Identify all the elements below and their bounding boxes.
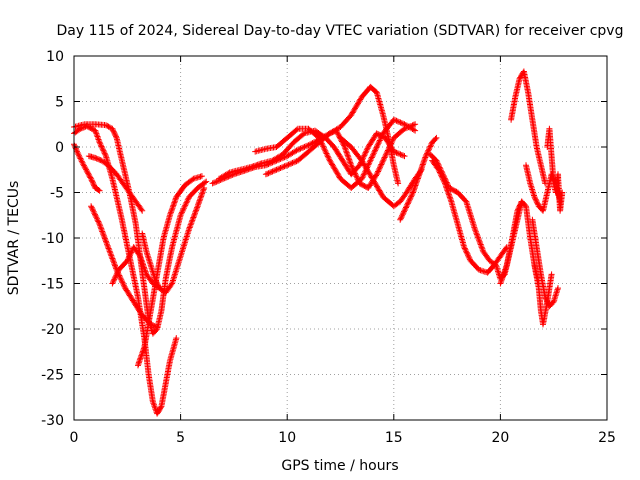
series-track-18 (508, 68, 549, 187)
series-track-4 (85, 153, 146, 214)
x-axis-label: GPS time / hours (281, 458, 398, 474)
y-tick-label: -5 (50, 186, 64, 202)
y-tick-label: 10 (46, 49, 64, 65)
series-markers (88, 203, 161, 331)
x-tick-label: 5 (176, 430, 185, 446)
series-markers (135, 173, 205, 369)
series-track-20 (531, 262, 555, 328)
data-points (71, 68, 566, 417)
series-track-22 (544, 125, 566, 214)
x-tick-label: 0 (70, 430, 79, 446)
series-track-7 (139, 185, 208, 296)
series-track-11 (262, 121, 419, 191)
y-tick-label: -10 (41, 231, 64, 247)
series-markers (109, 244, 163, 292)
y-tick-label: 5 (55, 95, 64, 111)
y-axis-label: SDTVAR / TECUs (6, 181, 22, 296)
series-markers (508, 68, 549, 187)
grid-lines (74, 56, 607, 420)
x-tick-label: 25 (598, 430, 616, 446)
y-tick-label: -25 (41, 368, 64, 384)
series-markers (139, 185, 208, 296)
x-tick-label: 15 (385, 430, 403, 446)
series-track-6 (109, 244, 163, 292)
series-track-5 (88, 203, 161, 331)
x-tick-label: 10 (278, 430, 296, 446)
chart-title: Day 115 of 2024, Sidereal Day-to-day VTE… (57, 23, 624, 39)
series-track-8 (135, 173, 205, 369)
y-axis: -30 -25 -20 -15 -10 -5 0 5 10 (41, 49, 607, 429)
x-axis: 0 5 10 15 20 25 (70, 56, 616, 446)
y-tick-label: -20 (41, 322, 64, 338)
y-tick-label: -15 (41, 277, 64, 293)
x-tick-label: 20 (491, 430, 509, 446)
series-track-13 (337, 134, 425, 210)
y-tick-label: -30 (41, 413, 64, 429)
y-tick-label: 0 (55, 140, 64, 156)
series-track-14 (397, 134, 440, 223)
series-markers (85, 153, 146, 214)
series-markers (531, 262, 555, 328)
